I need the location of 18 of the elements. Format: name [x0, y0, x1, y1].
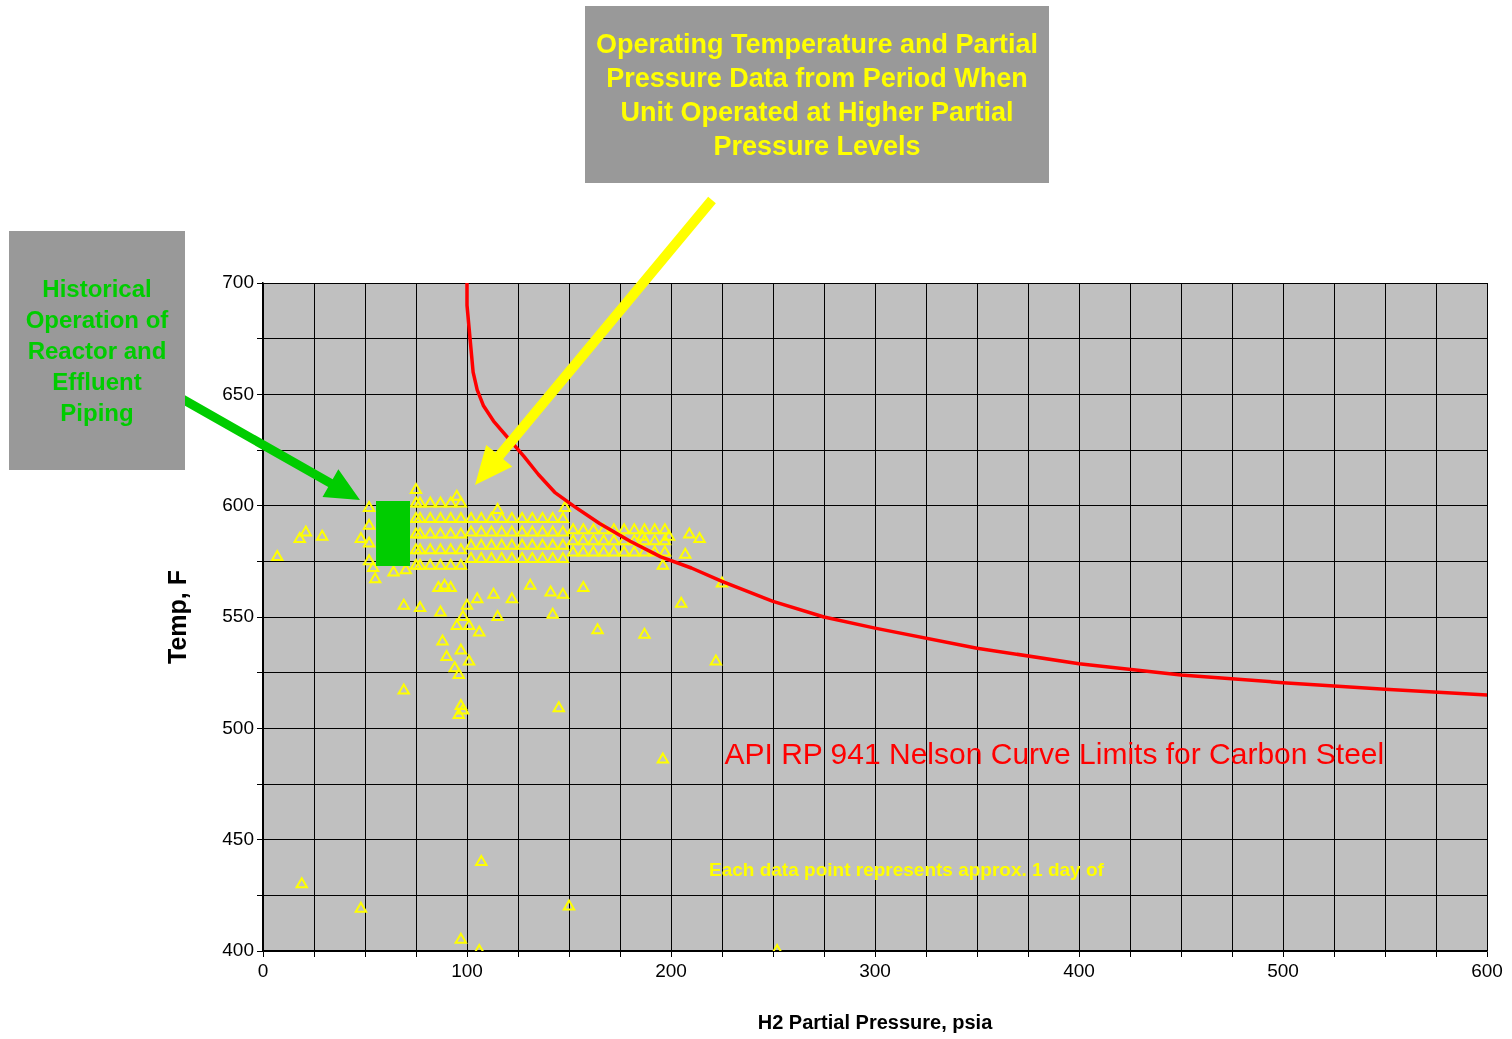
text: Operating Temperature and Partial Pressure Data from Period When Unit Operated at Higher Partial Pressure Levels [594, 27, 1040, 163]
x-axis-title: H2 Partial Pressure, psia [757, 1010, 994, 1033]
y-tick-label: 700 [222, 271, 254, 293]
x-tick-label: 600 [1471, 959, 1503, 981]
y-tick-label: 450 [222, 827, 254, 849]
y-tick-label: 500 [222, 716, 254, 738]
x-tick-label: 500 [1267, 959, 1299, 981]
y-tick-label: 550 [222, 605, 254, 627]
x-tick-label: 0 [257, 959, 269, 981]
y-tick-label: 400 [222, 939, 254, 961]
text: Historical Operation of Reactor and Effluent Piping [24, 274, 170, 428]
y-tick-label: 650 [222, 382, 254, 404]
x-tick-label: 300 [859, 959, 891, 981]
y-tick-label: 600 [222, 493, 254, 515]
x-tick-label: 400 [1063, 959, 1095, 981]
x-tick-label: 100 [451, 959, 483, 981]
y-axis-title: Temp, F [162, 570, 191, 664]
x-tick-label: 200 [655, 959, 687, 981]
